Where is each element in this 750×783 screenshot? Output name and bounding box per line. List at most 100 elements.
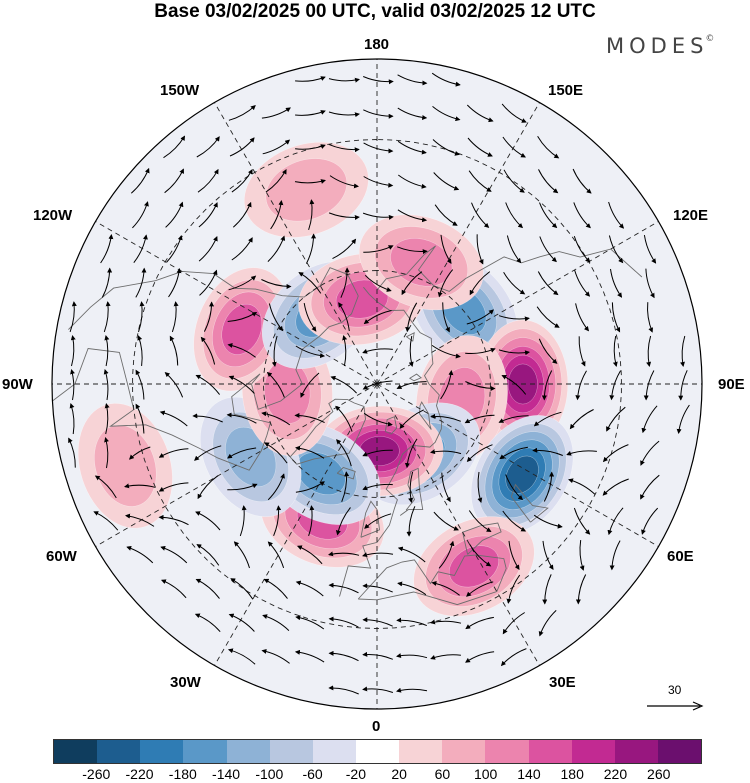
wind-arrow [135,267,147,298]
wind-arrow [158,448,189,458]
colorbar-tick-label: -20 [345,766,366,782]
wind-arrow [295,76,326,82]
wind-arrow [680,335,686,367]
wind-arrow [609,370,621,401]
wind-arrow [228,613,255,632]
wind-arrow [641,507,659,535]
wind-arrow [340,267,350,298]
wind-arrow [363,412,393,427]
wind-arrow [566,450,597,456]
wind-arrow [104,437,109,469]
wind-arrow [502,136,526,158]
coastline [510,483,549,523]
wind-arrow [408,471,414,503]
colorbar-tick-label: -260 [82,766,111,782]
wind-arrow [194,613,221,633]
wind-arrow [338,302,350,332]
wind-arrow [197,475,219,500]
wind-arrow [270,200,284,230]
wind-arrow [199,269,218,296]
wind-arrow [132,201,149,229]
wind-arrow [498,415,529,423]
wind-arrow [101,267,113,298]
colorbar-tick-label: -100 [255,766,284,782]
wind-arrow [104,335,110,367]
wind-arrow [263,578,288,599]
wind-arrow [431,344,461,359]
wind-arrow [476,234,484,265]
wind-arrow [328,111,360,118]
wind-arrow [477,471,483,503]
wind-arrow [165,201,184,228]
colorbar-tick-label: 140 [517,766,541,782]
wind-arrow [433,172,460,191]
wind-arrow [433,511,460,531]
coastline [360,500,380,538]
wind-arrow [200,336,216,365]
wind-arrow [506,235,522,264]
lon-label-30e: 30E [549,674,576,691]
wind-arrow [578,336,586,367]
wind-arrow [602,444,629,463]
wind-arrow [264,442,288,464]
wind-arrow [328,582,359,594]
lon-label-30w: 30W [170,674,201,691]
wind-arrow [171,301,179,333]
wind-arrow [397,74,428,86]
wind-arrow [501,375,527,395]
wind-arrow [573,507,591,535]
wind-arrow [332,238,357,260]
wind-arrow [612,335,618,367]
colorbar-swatch [442,740,486,763]
wind-arrow [401,271,423,296]
wind-arrow [430,654,461,660]
wind-arrow [233,541,250,569]
wind-arrow [198,235,218,262]
wind-arrow [227,311,258,322]
wind-arrow [227,447,257,459]
wind-arrow [542,574,552,605]
wind-arrow [532,447,563,456]
wind-arrow [194,445,222,461]
wind-arrow [396,687,428,693]
wind-arrow [328,77,360,83]
wind-arrow [295,345,326,359]
wind-arrow [434,204,458,226]
wind-arrow [362,483,393,491]
wind-arrow [135,403,145,434]
wind-arrow [295,481,325,493]
wind-arrow [431,581,460,596]
lon-label-60w: 60W [46,548,77,565]
wind-arrow [607,507,624,536]
wind-arrow [295,445,325,459]
lon-label-60e: 60E [667,548,694,565]
colorbar-tick-label: 20 [391,766,407,782]
wind-arrow [397,140,427,155]
wind-arrow [160,545,188,564]
wind-arrow [468,510,492,533]
wind-arrow [503,169,525,193]
wind-arrow [676,404,690,434]
colorbar-tick-label: -180 [168,766,197,782]
wind-arrow [438,540,455,569]
wind-arrow [573,202,591,229]
wind-arrow [261,107,291,119]
wind-arrow [430,449,462,455]
meridian-line [52,189,378,385]
wind-arrow [609,540,621,571]
wind-arrow [539,236,557,263]
wind-arrow [227,343,256,358]
reference-vector-label: 30 [668,683,682,697]
wind-arrow [579,540,585,571]
wind-arrow [126,545,154,564]
wind-arrow [396,617,427,627]
wind-arrow [94,475,117,499]
wind-arrow [430,619,462,625]
wind-arrow [294,412,325,424]
wind-arrow [575,574,587,605]
colorbar-tick-label: 100 [473,766,498,782]
coastline [405,331,415,342]
wind-arrow [432,106,461,122]
wind-arrow [575,370,587,401]
lon-label-90w: 90W [2,376,33,393]
